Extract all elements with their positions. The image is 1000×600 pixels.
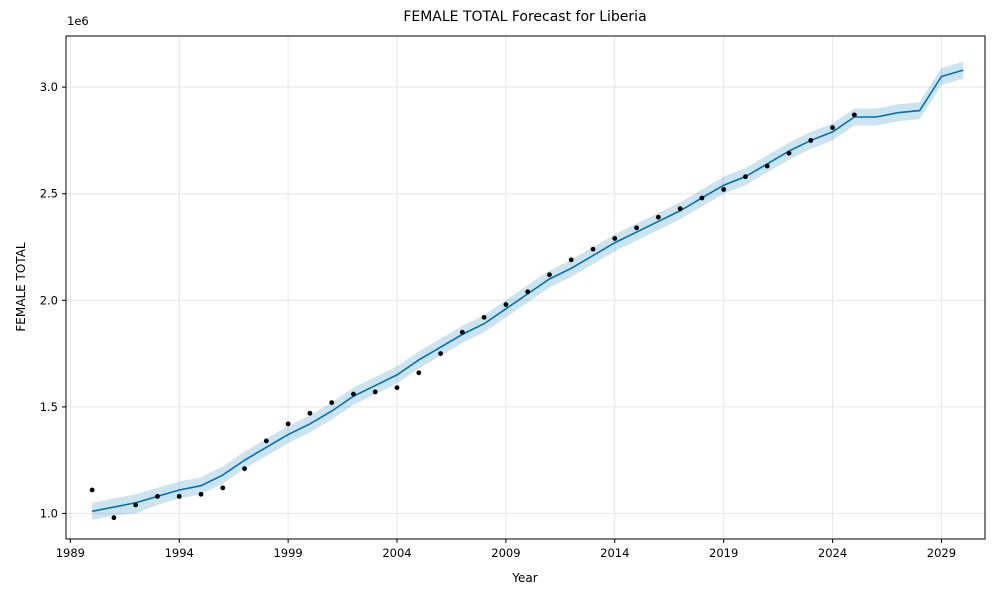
observed-point xyxy=(242,466,247,472)
observed-point xyxy=(329,400,335,405)
y-tick-label: 2.5 xyxy=(40,187,58,201)
observed-point xyxy=(547,272,552,278)
observed-point xyxy=(438,351,443,356)
y-tick-label: 1.5 xyxy=(40,400,58,414)
observed-point xyxy=(198,491,204,497)
observed-point xyxy=(285,421,291,427)
observed-point xyxy=(568,257,574,263)
observed-point xyxy=(808,138,814,143)
y-axis-offset-label: 1e6 xyxy=(67,14,89,28)
chart-title: FEMALE TOTAL Forecast for Liberia xyxy=(403,9,646,25)
y-axis-ticks: 1.0 1.5 2.0 2.5 3.0 xyxy=(40,80,66,520)
x-tick-label: 2024 xyxy=(818,546,847,560)
x-tick-label: 2019 xyxy=(709,546,738,560)
x-tick-label: 1989 xyxy=(56,546,85,560)
observed-point xyxy=(307,410,313,416)
observed-point xyxy=(133,502,139,508)
observed-point xyxy=(786,150,792,156)
y-tick-label: 1.0 xyxy=(40,506,58,520)
x-tick-label: 1999 xyxy=(273,546,302,560)
observed-point xyxy=(155,493,160,499)
y-tick-label: 3.0 xyxy=(40,80,58,94)
observed-point xyxy=(176,493,182,499)
observed-point xyxy=(503,302,509,307)
x-tick-label: 1994 xyxy=(165,546,194,560)
observed-point xyxy=(263,438,269,444)
observed-point xyxy=(634,225,639,231)
plot-area-frame xyxy=(65,35,986,540)
observed-point xyxy=(372,389,378,395)
y-axis-label: FEMALE TOTAL xyxy=(14,242,28,332)
observed-point xyxy=(416,370,422,376)
observed-point xyxy=(764,163,770,169)
observed-point xyxy=(721,187,727,192)
observed-point xyxy=(851,112,857,118)
y-tick-label: 2.0 xyxy=(40,293,58,307)
x-axis-ticks: 1989 1994 1999 2004 2009 2014 2019 2024 2029 xyxy=(56,539,956,560)
observed-point xyxy=(743,174,748,180)
grid-lines xyxy=(66,36,985,539)
observed-point xyxy=(459,329,465,335)
observed-point xyxy=(677,206,683,212)
observed-point xyxy=(525,289,531,295)
x-tick-label: 2004 xyxy=(382,546,411,560)
observed-point xyxy=(590,246,596,252)
x-tick-label: 2014 xyxy=(600,546,629,560)
observed-points-group xyxy=(89,112,857,521)
x-axis-label: Year xyxy=(511,571,537,585)
observed-point xyxy=(699,195,705,201)
observed-point xyxy=(612,236,618,241)
observed-point xyxy=(655,214,661,220)
observed-point xyxy=(111,515,117,521)
observed-point xyxy=(220,485,226,491)
x-tick-label: 2009 xyxy=(491,546,520,560)
observed-point xyxy=(481,314,487,320)
x-tick-label: 2029 xyxy=(927,546,956,560)
observed-point xyxy=(89,487,95,493)
observed-point xyxy=(351,391,356,397)
observed-point xyxy=(830,125,835,131)
observed-point xyxy=(394,385,400,391)
